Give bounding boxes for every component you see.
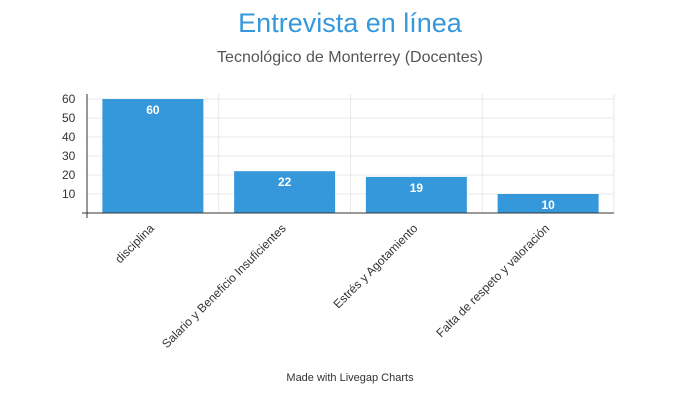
y-tick-label: 30 — [62, 149, 76, 163]
y-tick-label: 10 — [62, 187, 76, 201]
data-label: 10 — [541, 198, 555, 212]
bar — [497, 194, 599, 213]
axes — [82, 94, 614, 218]
bars — [102, 99, 599, 213]
y-tick-label: 60 — [62, 92, 76, 106]
chart-subtitle: Tecnológico de Monterrey (Docentes) — [217, 49, 483, 66]
data-label: 60 — [146, 103, 160, 117]
bar — [234, 171, 336, 213]
footer-credit: Made with Livegap Charts — [286, 372, 414, 384]
data-label: 19 — [410, 181, 424, 195]
y-tick-label: 40 — [62, 130, 76, 144]
chart-title: Entrevista en línea — [238, 8, 462, 38]
data-label: 22 — [278, 175, 292, 189]
bar — [365, 176, 467, 213]
y-tick-label: 50 — [62, 111, 76, 125]
bar — [102, 99, 204, 213]
y-tick-label: 20 — [62, 168, 76, 182]
x-tick-label: Falta de respeto y valoración — [433, 221, 552, 340]
x-tick-label: Estrés y Agotamiento — [330, 221, 420, 311]
x-tick-label: Salario y Beneficio Insuficientes — [159, 221, 289, 351]
x-tick-label: disciplina — [112, 221, 157, 266]
